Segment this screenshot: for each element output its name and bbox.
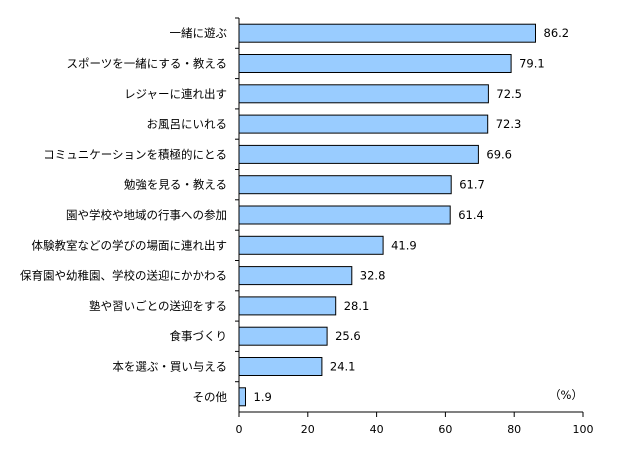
value-label-10: 25.6: [335, 329, 361, 343]
category-label-9: 塾や習いごとの送迎をする: [89, 299, 227, 313]
category-label-7: 体験教室などの学びの場面に連れ出す: [32, 238, 228, 252]
category-label-6: 園や学校や地域の行事への参加: [66, 208, 227, 222]
value-label-8: 32.8: [360, 269, 386, 283]
bar-6: [238, 205, 451, 225]
bar-8: [238, 266, 353, 286]
category-label-12: その他: [193, 390, 228, 404]
axes-group: 0 20 40 60 80 100: [235, 17, 594, 436]
category-label-4: コミュニケーションを積極的にとる: [43, 147, 227, 161]
x-tick-label-3: 60: [438, 423, 452, 436]
category-label-5: 勉強を見る・教える: [124, 178, 227, 192]
value-label-3: 72.3: [496, 117, 522, 131]
bar-3: [238, 114, 489, 134]
x-tick-label-4: 80: [507, 423, 521, 436]
x-tick-label-1: 20: [301, 423, 315, 436]
bar-9: [238, 296, 337, 316]
value-label-2: 72.5: [496, 87, 522, 101]
value-label-0: 86.2: [544, 26, 570, 40]
category-label-3: お風呂にいれる: [147, 117, 228, 131]
x-tick-label-2: 40: [370, 423, 384, 436]
bar-0: [238, 23, 536, 43]
bar-7: [238, 235, 384, 255]
category-label-8: 保育園や幼稚園、学校の送迎にかかわる: [20, 269, 227, 283]
bar-11: [238, 357, 323, 376]
value-label-5: 61.7: [459, 178, 485, 192]
value-label-11: 24.1: [330, 360, 356, 374]
value-label-1: 79.1: [519, 57, 545, 71]
bar-10: [238, 326, 328, 346]
value-label-12: 1.9: [254, 390, 272, 404]
value-label-4: 69.6: [486, 147, 512, 161]
value-label-7: 41.9: [391, 238, 417, 252]
category-label-10: 食事づくり: [170, 329, 228, 343]
bar-1: [238, 54, 512, 73]
bar-4: [238, 144, 479, 164]
unit-label: （%）: [549, 388, 583, 402]
category-label-1: スポーツを一緒にする・教える: [66, 57, 227, 71]
bar-12: [238, 387, 246, 407]
bars-group: [238, 23, 536, 407]
category-label-2: レジャーに連れ出す: [124, 87, 227, 101]
labels-group: 一緒に遊ぶ 86.2 スポーツを一緒にする・教える 79.1 レジャーに連れ出す 72.5…: [20, 26, 569, 404]
value-label-9: 28.1: [344, 299, 370, 313]
value-label-6: 61.4: [458, 208, 484, 222]
x-tick-label-5: 100: [573, 423, 594, 436]
category-label-11: 本を選ぶ・買い与える: [112, 360, 227, 374]
category-label-0: 一緒に遊ぶ: [170, 26, 228, 40]
bar-5: [238, 175, 452, 195]
bar-2: [238, 84, 489, 104]
x-tick-label-0: 0: [236, 423, 243, 436]
